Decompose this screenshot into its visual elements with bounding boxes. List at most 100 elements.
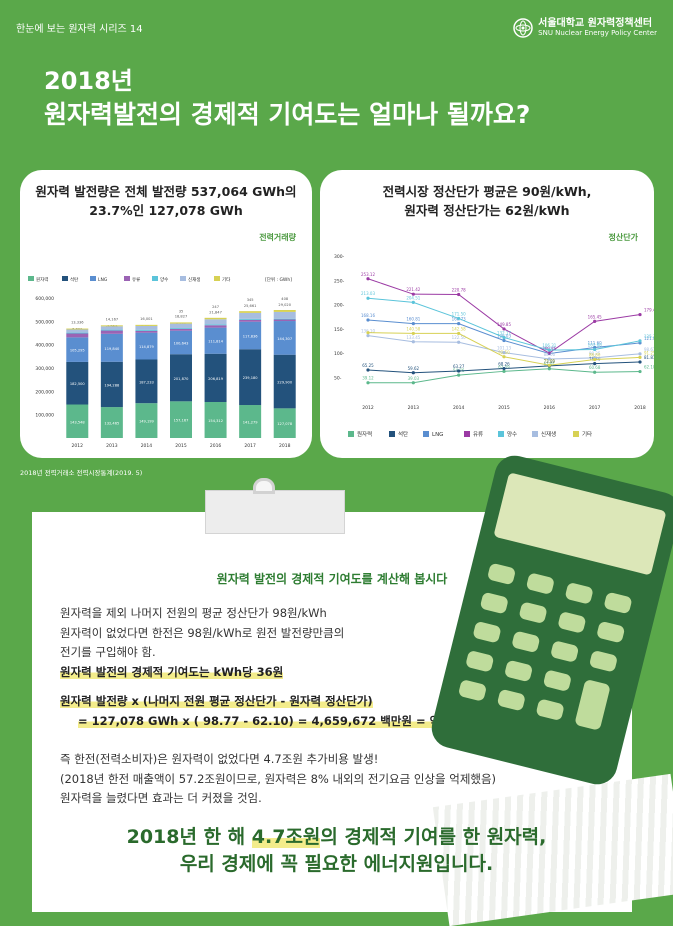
series-point [638, 339, 642, 343]
x-tick-label: 2015 [498, 405, 510, 411]
legend-label: 원자력 [36, 276, 48, 283]
legend-swatch [573, 431, 579, 437]
bar-value-label: 187,233 [139, 380, 154, 384]
bar-value-label: 239,180 [243, 376, 259, 380]
series-point [502, 338, 506, 343]
y-tick-label: 100,000 [35, 413, 54, 419]
legend-label: 신재생 [541, 430, 556, 438]
bar-segment [66, 361, 89, 405]
series-point [366, 331, 370, 335]
bar-segment [135, 329, 158, 331]
legend-label: 기타 [222, 276, 231, 283]
bar-value-label: 119,840 [104, 347, 120, 351]
bar-segment [273, 321, 296, 355]
point-label: 65.25 [362, 363, 374, 368]
price-subtitle: 정산단가 [608, 233, 638, 242]
bar-value-label: 144,307 [277, 337, 292, 341]
bar-segment [135, 324, 158, 326]
bar-segment [135, 325, 158, 330]
legend-label: 석탄 [398, 430, 408, 438]
bar-value-label: 14,167 [106, 317, 119, 321]
point-label: 160.81 [406, 317, 420, 322]
point-label: 142.58 [452, 326, 466, 331]
point-label: 88.06 [544, 352, 556, 357]
snu-logo: 서울대학교 원자력정책센터 SNU Nuclear Energy Policy C… [513, 18, 657, 38]
series-point [411, 371, 415, 375]
point-label: 73.89 [544, 359, 556, 364]
bar-segment [204, 324, 227, 326]
bar-value-label: 229,900 [277, 381, 293, 385]
bar-segment [170, 401, 192, 438]
calculator-icon [427, 451, 673, 789]
point-label: 220.78 [452, 287, 466, 292]
point-label: 63.27 [453, 364, 465, 369]
series-point [593, 362, 597, 366]
series-point [457, 373, 461, 377]
atom-logo-icon [513, 18, 533, 38]
x-tick-label: 2016 [544, 405, 556, 411]
series-point [366, 318, 370, 322]
unit-label: [단위 : GWh] [265, 276, 292, 283]
point-label: 107.60 [588, 342, 602, 347]
point-label: 133.45 [406, 335, 420, 340]
point-label: 221.42 [406, 287, 420, 292]
point-label: 165.45 [588, 314, 602, 319]
bar-value-label: 141,279 [243, 421, 259, 425]
series-point [502, 369, 506, 373]
legend-label: LNG [98, 277, 108, 283]
calc-line1: 원자력을 제외 나머지 전원의 평균 정산단가 98원/kWh [60, 606, 327, 620]
series-point [411, 331, 415, 336]
bar-value-label: 408 [281, 297, 289, 301]
bar-segment [135, 332, 158, 360]
bar-segment [239, 321, 262, 350]
bar-segment [135, 403, 158, 438]
bar-value-label: 29,020 [278, 303, 291, 307]
point-label: 91.25 [644, 350, 654, 355]
bar-value-label: 114,879 [139, 345, 155, 349]
series-point [547, 351, 551, 355]
point-label: 59.62 [408, 366, 420, 371]
point-label: 132.17 [497, 331, 511, 336]
page-title: 2018년 원자력발전의 경제적 기여도는 얼마나 될까요? [44, 66, 530, 132]
calc-text: 원자력을 제외 나머지 전원의 평균 정산단가 98원/kWh 원자력이 없었다… [60, 604, 344, 682]
bar-value-label: 154,312 [208, 419, 223, 423]
legend-swatch [348, 431, 354, 437]
bar-value-label: 127,078 [277, 422, 293, 426]
legend-label: 기타 [582, 430, 592, 438]
series-point [411, 322, 415, 326]
y-tick-label: 600,000 [35, 296, 54, 302]
bar-segment [204, 401, 227, 438]
point-label: 122.50 [452, 335, 466, 340]
calc-formula: 원자력 발전량 x (나머지 전원 평균 정산단가 - 원자력 정산단가) = … [60, 692, 486, 731]
series-point [547, 348, 551, 352]
y-tick-label: 100- [334, 351, 345, 357]
clipboard-ring [253, 478, 275, 494]
bar-value-label: 100,643 [174, 341, 189, 345]
closing-message: 2018년 한 해 4.7조원의 경제적 기여를 한 원자력, 우리 경제에 꼭… [0, 824, 673, 878]
clipboard-clip [205, 490, 345, 534]
calc-heading: 원자력 발전의 경제적 기여도를 계산해 봅시다 [216, 572, 448, 586]
bar-value-label: 157,167 [174, 419, 189, 423]
bar-segment [100, 325, 123, 327]
price-title-line2: 원자력 정산단가는 62원/kWh [404, 203, 570, 218]
point-label: 39.12 [362, 376, 374, 381]
conclusion-line2: (2018년 한전 매출액이 57.2조원이므로, 원자력은 8% 내외의 전기… [60, 771, 497, 786]
generation-subtitle: 전력거래량 [259, 233, 296, 242]
calc-line3: 전기를 구입해야 함. [60, 645, 156, 659]
point-label: 140.58 [406, 326, 420, 331]
bar-value-label: 132,465 [104, 422, 119, 426]
y-tick-label: 500,000 [35, 319, 54, 325]
series-point [593, 347, 597, 352]
legend-label: 유류 [132, 277, 140, 283]
point-label: 253.12 [361, 272, 375, 277]
bar-segment [66, 404, 89, 438]
series-point [411, 381, 415, 385]
y-tick-label: 50- [334, 375, 342, 381]
bar-segment [100, 330, 123, 334]
bar-segment [273, 309, 296, 312]
bar-segment [273, 311, 296, 319]
bar-value-label: 13,336 [71, 320, 84, 324]
closing-part1: 2018년 한 해 [126, 826, 252, 848]
bar-segment [170, 328, 192, 331]
series-point [457, 322, 461, 326]
